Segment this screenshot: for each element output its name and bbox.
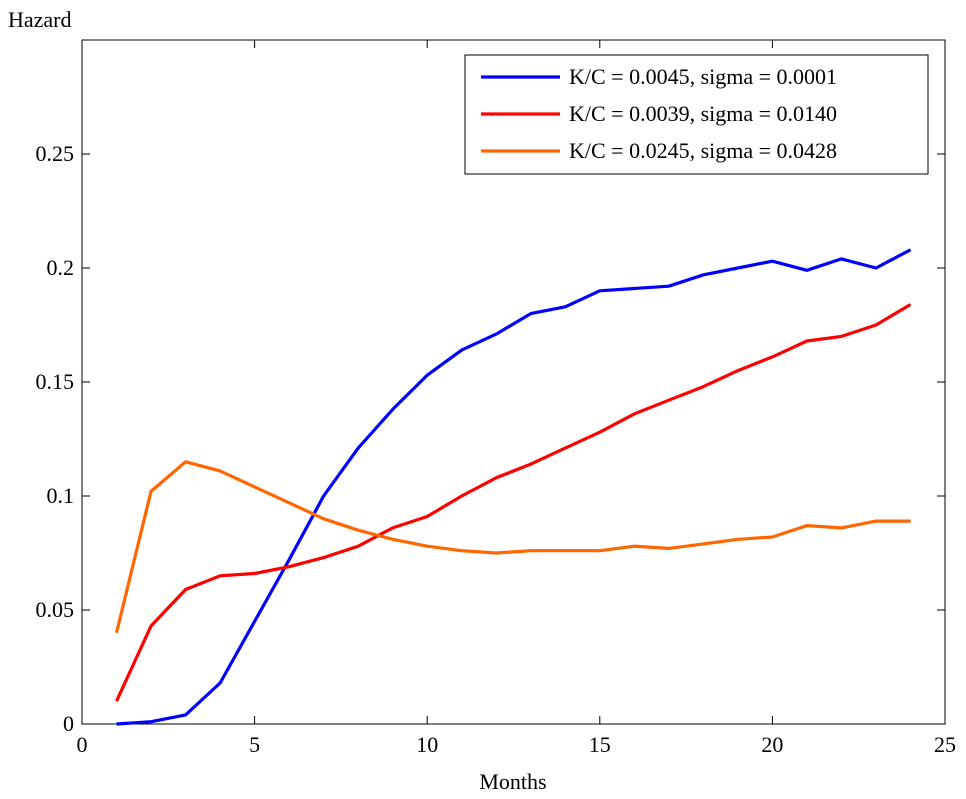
x-tick-label: 15 — [589, 732, 611, 757]
x-tick-label: 10 — [416, 732, 438, 757]
series-line-1 — [116, 248, 912, 726]
legend-label-2: K/C = 0.0039, sigma = 0.0140 — [569, 101, 837, 126]
y-tick-labels: 0 0.05 0.1 0.15 0.2 0.25 — [36, 141, 75, 736]
x-tick-label: 25 — [934, 732, 956, 757]
y-tick-label: 0.25 — [36, 141, 75, 166]
legend-entries: K/C = 0.0045, sigma = 0.0001 K/C = 0.0039… — [481, 64, 837, 163]
y-tick-label: 0.15 — [36, 369, 75, 394]
axis-ticks — [81, 40, 946, 725]
y-tick-label: 0.05 — [36, 597, 75, 622]
legend-label-3: K/C = 0.0245, sigma = 0.0428 — [569, 138, 837, 163]
x-axis-title: Months — [479, 769, 546, 794]
series-line-2 — [115, 303, 912, 702]
x-tick-label: 0 — [77, 732, 88, 757]
y-axis-title: Hazard — [8, 7, 72, 32]
x-tick-label: 5 — [249, 732, 260, 757]
series-lines — [114, 248, 912, 726]
y-tick-label: 0.1 — [47, 483, 75, 508]
legend: K/C = 0.0045, sigma = 0.0001 K/C = 0.0039… — [464, 54, 929, 175]
y-tick-label: 0.2 — [47, 255, 75, 280]
y-tick-label: 0 — [63, 711, 74, 736]
series-line-3 — [114, 460, 911, 634]
x-tick-label: 20 — [761, 732, 783, 757]
x-tick-labels: 0 5 10 15 20 25 — [77, 732, 957, 757]
legend-label-1: K/C = 0.0045, sigma = 0.0001 — [569, 64, 837, 89]
